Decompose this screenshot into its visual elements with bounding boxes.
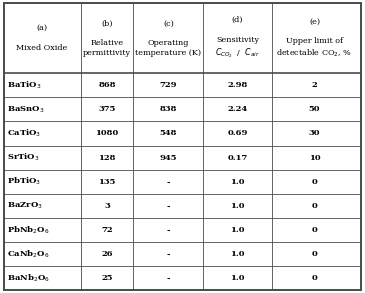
Text: (a)

Mixed Oxide: (a) Mixed Oxide	[16, 24, 68, 52]
Text: 135: 135	[98, 178, 116, 186]
Text: 30: 30	[309, 130, 320, 137]
Text: (e)

Upper limit of
detectable CO$_2$, %: (e) Upper limit of detectable CO$_2$, %	[276, 17, 353, 59]
Text: 0.17: 0.17	[227, 154, 248, 161]
Text: (d)

Sensitivity
$C_{CO_2}$  /  $C_{air}$: (d) Sensitivity $C_{CO_2}$ / $C_{air}$	[215, 16, 260, 60]
Text: 0.69: 0.69	[227, 130, 248, 137]
Text: -: -	[166, 274, 170, 282]
Text: BaTiO$_3$: BaTiO$_3$	[7, 80, 42, 91]
Text: 128: 128	[98, 154, 116, 161]
Text: 1.0: 1.0	[230, 274, 245, 282]
Text: BaNb$_2$O$_6$: BaNb$_2$O$_6$	[7, 272, 50, 284]
Text: -: -	[166, 178, 170, 186]
Text: 1080: 1080	[95, 130, 119, 137]
Text: 2: 2	[312, 81, 317, 89]
Text: 0: 0	[312, 250, 317, 258]
Text: 0: 0	[312, 226, 317, 234]
Text: 0: 0	[312, 202, 317, 210]
Text: PbNb$_2$O$_6$: PbNb$_2$O$_6$	[7, 224, 50, 236]
Text: (b)

Relative
permittivity: (b) Relative permittivity	[83, 19, 131, 57]
Text: BaSnO$_3$: BaSnO$_3$	[7, 104, 45, 115]
Text: 0: 0	[312, 274, 317, 282]
Text: -: -	[166, 250, 170, 258]
Text: 548: 548	[160, 130, 177, 137]
Text: 72: 72	[101, 226, 113, 234]
Text: 2.24: 2.24	[227, 105, 248, 113]
Text: BaZrO$_3$: BaZrO$_3$	[7, 200, 43, 211]
Text: (c)

Operating
temperature (K): (c) Operating temperature (K)	[135, 19, 201, 57]
Text: 1.0: 1.0	[230, 226, 245, 234]
Text: CaTiO$_3$: CaTiO$_3$	[7, 128, 42, 139]
Text: 1.0: 1.0	[230, 202, 245, 210]
Text: 2.98: 2.98	[227, 81, 248, 89]
Text: 10: 10	[309, 154, 320, 161]
Text: 868: 868	[98, 81, 116, 89]
Text: 25: 25	[101, 274, 113, 282]
Text: 729: 729	[160, 81, 177, 89]
Text: -: -	[166, 202, 170, 210]
Text: 375: 375	[98, 105, 116, 113]
Text: 0: 0	[312, 178, 317, 186]
Text: 838: 838	[160, 105, 177, 113]
Text: 1.0: 1.0	[230, 178, 245, 186]
Text: SrTiO$_3$: SrTiO$_3$	[7, 152, 40, 163]
Text: 26: 26	[101, 250, 113, 258]
Text: 945: 945	[160, 154, 177, 161]
Text: CaNb$_2$O$_6$: CaNb$_2$O$_6$	[7, 248, 50, 260]
Text: 50: 50	[309, 105, 320, 113]
Text: PbTiO$_3$: PbTiO$_3$	[7, 176, 42, 188]
Text: -: -	[166, 226, 170, 234]
Text: 1.0: 1.0	[230, 250, 245, 258]
Text: 3: 3	[104, 202, 110, 210]
